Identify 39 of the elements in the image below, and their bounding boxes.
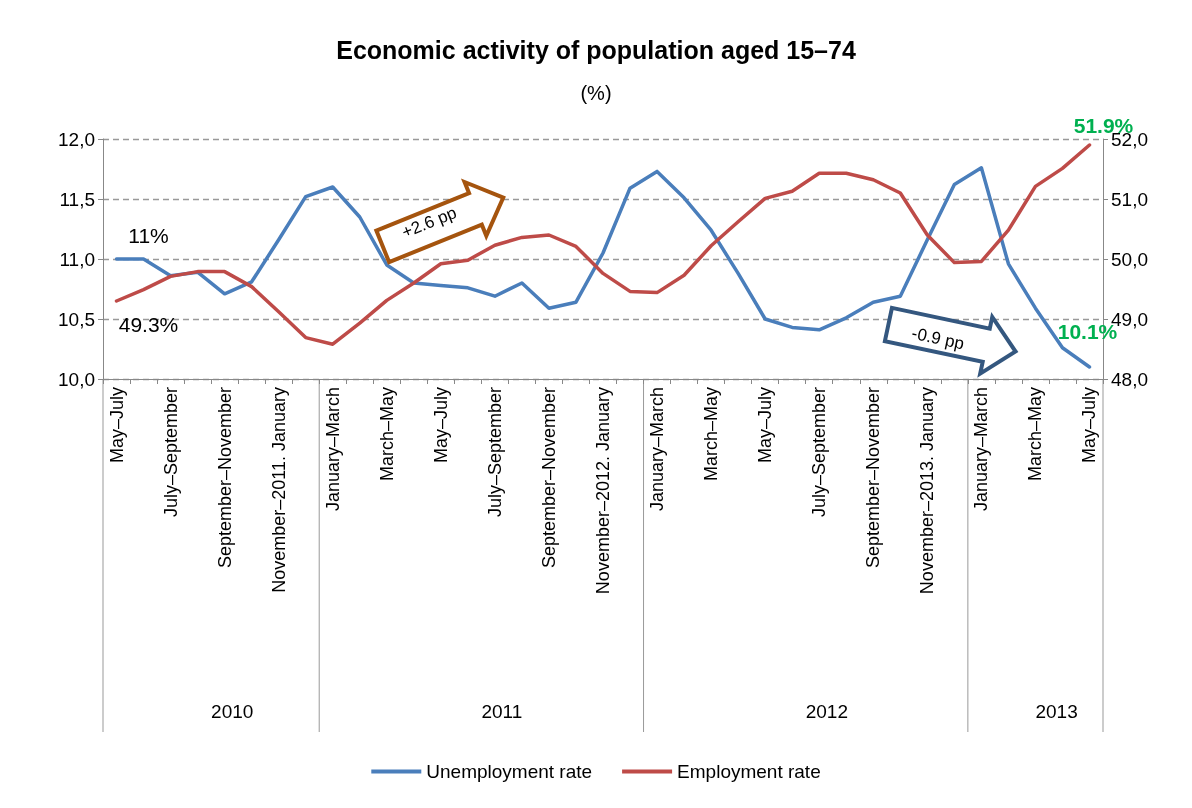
x-tick-label: November–2011. January xyxy=(268,387,289,593)
data-label: 11% xyxy=(128,224,169,247)
text: 2010 xyxy=(211,701,254,722)
x-tick-label: July–September xyxy=(160,387,181,518)
x-tick-label: May–July xyxy=(430,387,451,464)
y-tick-label: 12,0 xyxy=(58,128,95,150)
y-tick-label: 10,5 xyxy=(58,308,95,330)
x-tick-label: March–May xyxy=(1025,387,1046,482)
legend-label: Unemployment rate xyxy=(426,761,593,782)
x-tick-label: September–November xyxy=(863,387,884,569)
x-tick-label: May–July xyxy=(1079,387,1100,464)
data-label: 49.3% xyxy=(118,313,179,336)
x-tick-label: January–March xyxy=(971,387,992,512)
text: 2011 xyxy=(481,701,523,722)
x-tick-label: May–July xyxy=(106,387,127,464)
x-tick-label: January–March xyxy=(322,387,343,512)
annotation: +2.6 pp xyxy=(399,202,460,242)
x-tick-label: July–September xyxy=(484,387,505,518)
x-tick-label: September–November xyxy=(538,387,559,569)
x-tick-label: September–November xyxy=(214,387,235,569)
y2-tick-label: 50,0 xyxy=(1111,248,1148,270)
x-tick-label: November–2013. January xyxy=(917,387,938,595)
y-tick-label: 11,5 xyxy=(59,188,95,210)
x-tick-label: July–September xyxy=(809,387,830,518)
legend-label: Employment rate xyxy=(677,761,821,782)
x-tick-label: November–2012. January xyxy=(593,387,613,595)
x-tick-label: March–May xyxy=(701,387,722,482)
y2-tick-label: 48,0 xyxy=(1111,368,1148,390)
y2-tick-label: 51,0 xyxy=(1111,188,1148,210)
text: 2013 xyxy=(1035,701,1078,722)
text: 2012 xyxy=(805,701,848,722)
y-tick-label: 10,0 xyxy=(58,368,95,390)
x-tick-label: January–March xyxy=(647,387,668,512)
x-tick-label: March–May xyxy=(376,387,397,482)
x-tick-label: May–July xyxy=(755,387,776,464)
annotation: -0.9 pp xyxy=(910,323,966,354)
chart-subtitle: (%) xyxy=(580,82,612,104)
chart-title: Economic activity of population aged 15–74 xyxy=(336,35,856,64)
y-tick-label: 11,0 xyxy=(59,248,95,270)
